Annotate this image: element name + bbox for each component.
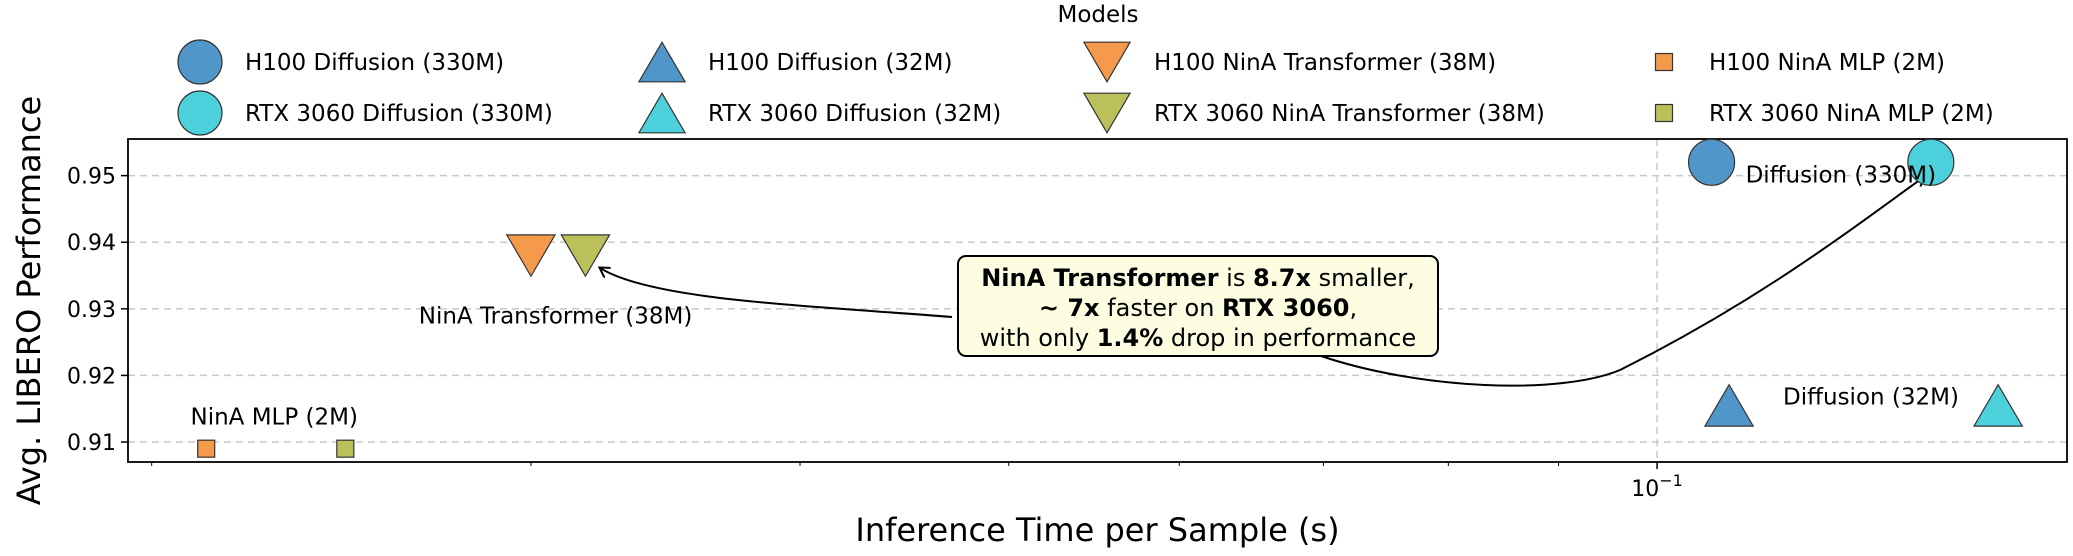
x-tick-label: 10−1 [1631, 471, 1683, 502]
legend-marker [1082, 41, 1132, 83]
data-point [197, 439, 216, 458]
data-point [1687, 138, 1736, 186]
axes: 0.91 0.92 0.93 0.94 0.95 10−1 Inference Time p… [10, 96, 2068, 549]
y-axis-title: Avg. LIBERO Performance [10, 96, 48, 505]
legend-marker [1654, 52, 1674, 72]
data-point [336, 439, 355, 458]
legend-label: H100 Diffusion (330M) [245, 50, 504, 76]
grid [128, 139, 2067, 462]
legend-marker [177, 39, 223, 85]
legend-label: RTX 3060 NinA MLP (2M) [1709, 101, 1994, 127]
y-tick-label: 0.92 [67, 364, 116, 389]
legend: Models H100 Diffusion (330M) RTX 3060 Diff… [177, 2, 1994, 136]
y-tick-label: 0.94 [67, 231, 116, 256]
group-label: NinA MLP (2M) [190, 405, 357, 431]
x-axis-title: Inference Time per Sample (s) [855, 511, 1339, 549]
legend-title: Models [1057, 2, 1138, 28]
annotation: NinA Transformer is 8.7x smaller,~ 7x fa… [957, 255, 1439, 357]
annotation-line: NinA Transformer is 8.7x smaller, [981, 264, 1415, 292]
legend-marker [637, 41, 687, 83]
data-points [197, 138, 2024, 458]
y-tick-label: 0.93 [67, 298, 116, 323]
legend-label: RTX 3060 Diffusion (32M) [708, 101, 1001, 127]
legend-marker [177, 90, 223, 136]
data-point [1972, 383, 2024, 427]
arrow-to-nina-transformer [599, 268, 953, 318]
legend-label: H100 Diffusion (32M) [708, 50, 952, 76]
data-point [505, 234, 557, 278]
annotation-arrows [599, 176, 1925, 387]
data-point [560, 234, 611, 278]
y-tick-label: 0.95 [67, 165, 116, 190]
annotation-box [957, 255, 1439, 357]
data-point [1907, 138, 1955, 186]
annotation-line: ~ 7x faster on RTX 3060, [1039, 294, 1357, 322]
annotation-line: with only 1.4% drop in performance [980, 324, 1416, 352]
group-label: Diffusion (32M) [1783, 384, 1959, 410]
y-tick-label: 0.91 [67, 431, 116, 456]
legend-label: RTX 3060 Diffusion (330M) [245, 101, 553, 127]
legend-marker [637, 92, 687, 134]
legend-label: RTX 3060 NinA Transformer (38M) [1154, 101, 1545, 127]
data-point [1703, 383, 1755, 427]
group-label: Diffusion (330M) [1746, 162, 1937, 188]
legend-marker [1082, 92, 1132, 134]
legend-label: H100 NinA MLP (2M) [1709, 50, 1945, 76]
group-labels: Diffusion (330M) Diffusion (32M) NinA Tran… [190, 162, 1958, 430]
arrow-to-diffusion-330m [1317, 176, 1925, 387]
legend-label: H100 NinA Transformer (38M) [1154, 50, 1496, 76]
legend-marker [1654, 103, 1674, 123]
group-label: NinA Transformer (38M) [419, 304, 693, 330]
plot-frame [127, 138, 2068, 463]
